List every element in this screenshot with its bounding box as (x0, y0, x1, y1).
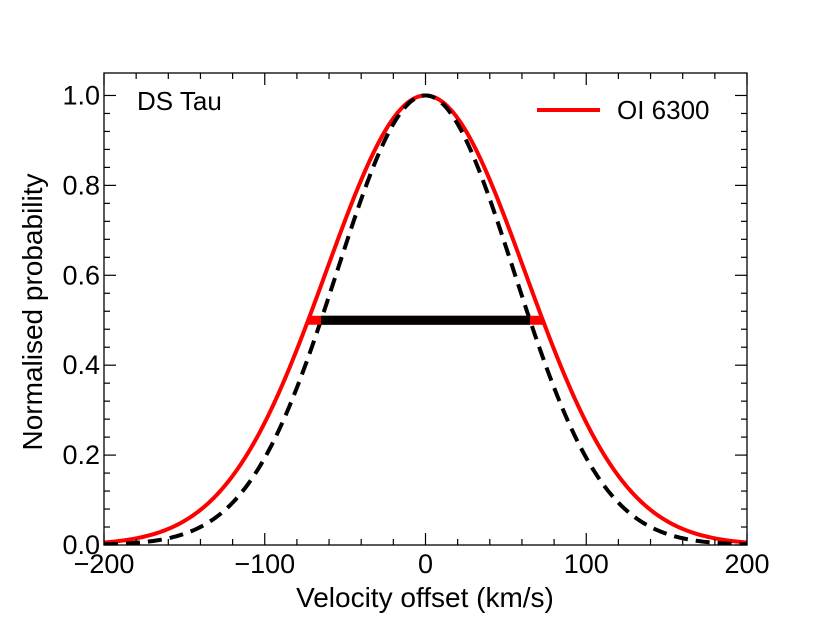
chart-annotation: DS Tau (137, 86, 222, 116)
x-tick-label: −100 (234, 549, 295, 579)
legend-label-oi-6300: OI 6300 (617, 95, 710, 125)
y-tick-label: 0.0 (62, 530, 100, 560)
series-line-dashed-1 (104, 93, 747, 545)
plot-area (104, 93, 747, 545)
plot-frame (103, 72, 748, 546)
y-tick-label: 1.0 (62, 80, 100, 110)
x-tick-label: 0 (418, 549, 433, 579)
x-tick-label: 200 (724, 549, 769, 579)
axis-ticks: −200 −100 0 100 200 0.0 0.2 0.4 0.6 0.8 1.0 (62, 73, 770, 579)
x-tick-label: 100 (564, 549, 609, 579)
y-tick-label: 0.8 (62, 170, 100, 200)
y-tick-label: 0.4 (62, 350, 100, 380)
y-axis-label: Normalised probability (17, 173, 48, 450)
x-axis-label: Velocity offset (km/s) (296, 582, 554, 613)
y-tick-label: 0.2 (62, 440, 100, 470)
x-tick-label: −200 (74, 549, 135, 579)
y-tick-label: 0.6 (62, 260, 100, 290)
legend: OI 6300 (537, 95, 710, 125)
